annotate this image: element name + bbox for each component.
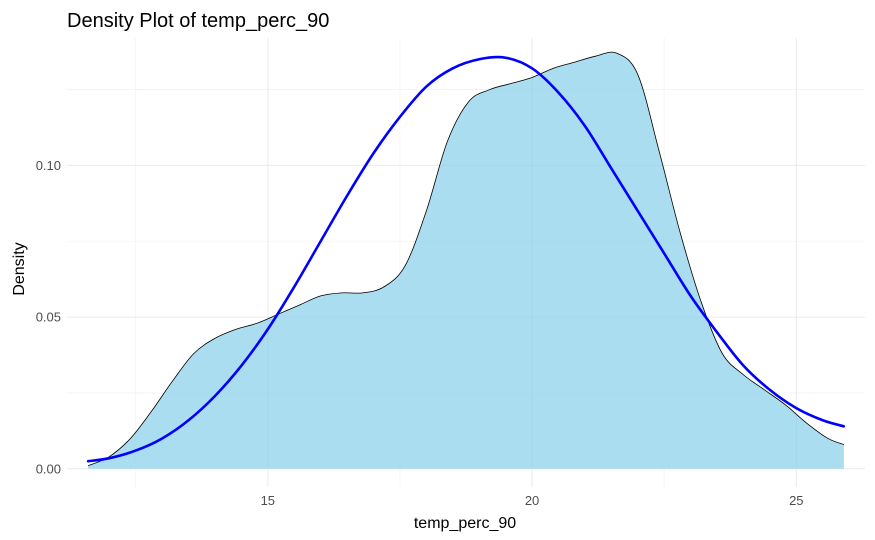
y-tick-label: 0.00	[36, 461, 61, 476]
y-axis-ticks: 0.00 0.05 0.10	[36, 158, 61, 476]
y-tick-label: 0.05	[36, 310, 61, 325]
x-tick-label: 15	[261, 493, 275, 508]
x-axis-title: temp_perc_90	[414, 515, 516, 532]
x-tick-label: 25	[789, 493, 803, 508]
x-tick-label: 20	[525, 493, 539, 508]
normal-curve-line	[86, 55, 846, 463]
series-layer	[86, 51, 846, 469]
density-area-fill	[88, 52, 844, 469]
y-axis-title: Density	[11, 242, 28, 295]
density-outline	[87, 51, 845, 467]
chart-title: Density Plot of temp_perc_90	[67, 10, 329, 32]
y-tick-label: 0.10	[36, 158, 61, 173]
x-axis-ticks: 15 20 25	[261, 493, 804, 508]
